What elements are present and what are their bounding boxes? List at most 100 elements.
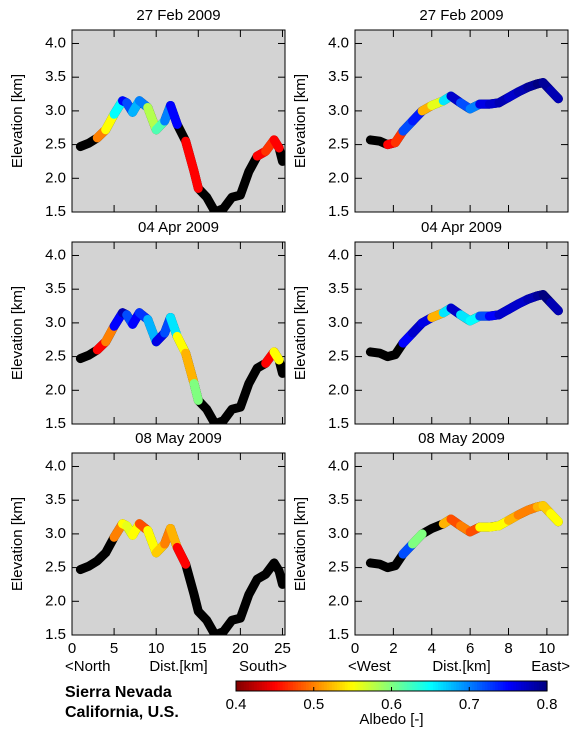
y-tick-label: 3.0	[328, 314, 349, 331]
albedo-segment	[269, 347, 284, 365]
y-tick-label: 3.0	[45, 102, 66, 119]
plot-area	[354, 29, 569, 213]
y-axis-label: Elevation [km]	[9, 286, 26, 380]
colorbar-cell	[360, 681, 364, 691]
colorbar-cell	[453, 681, 457, 691]
colorbar-cell	[477, 681, 481, 691]
y-tick-label: 2.5	[45, 348, 66, 365]
colorbar-cell	[534, 681, 538, 691]
albedo-segment	[189, 379, 203, 405]
colorbar-cell	[373, 681, 377, 691]
y-tick-label: 1.5	[45, 203, 66, 220]
colorbar-cell	[479, 681, 483, 691]
colorbar-cell	[487, 681, 491, 691]
x-tick-label: 0	[351, 640, 359, 657]
colorbar-cell	[334, 681, 338, 691]
colorbar-cell	[246, 681, 250, 691]
location-line: Sierra Nevada	[65, 684, 172, 701]
colorbar-cell	[412, 681, 416, 691]
colorbar-cell	[404, 681, 408, 691]
colorbar-cell	[347, 681, 351, 691]
albedo-segment	[546, 509, 563, 527]
colorbar-cell	[256, 681, 260, 691]
colorbar-tick-label: 0.8	[537, 696, 558, 713]
colorbar-cell	[401, 681, 406, 691]
profile	[365, 290, 563, 362]
y-tick-label: 4.0	[328, 246, 349, 263]
colorbar-cell	[505, 681, 509, 691]
colorbar-cell	[448, 681, 452, 691]
colorbar-cell	[443, 681, 447, 691]
colorbar-cell	[536, 681, 540, 691]
colorbar-cell	[500, 681, 504, 691]
colorbar-cell	[368, 681, 372, 691]
colorbar-cell	[396, 681, 400, 691]
colorbar-cell	[305, 681, 310, 691]
y-tick-label: 2.5	[45, 136, 66, 153]
colorbar-cell	[282, 681, 286, 691]
colorbar-cell	[261, 681, 266, 691]
colorbar-cell	[277, 681, 281, 691]
albedo-segment	[166, 100, 182, 129]
colorbar-cell	[236, 681, 240, 691]
y-tick-label: 3.5	[45, 491, 66, 508]
x-tick-label: 10	[148, 640, 165, 657]
profile	[75, 519, 285, 635]
panel-title: 27 Feb 2009	[136, 7, 220, 24]
colorbar-cell	[308, 681, 312, 691]
colorbar-cell	[422, 681, 426, 691]
y-tick-label: 2.0	[328, 169, 349, 186]
colorbar-cell	[264, 681, 268, 691]
x-axis-label: South>	[239, 658, 287, 675]
panel-title: 08 May 2009	[418, 430, 505, 447]
y-axis-label: Elevation [km]	[292, 286, 309, 380]
colorbar-cell	[521, 681, 525, 691]
location-line: California, U.S.	[65, 704, 179, 721]
y-tick-label: 4.0	[328, 457, 349, 474]
colorbar-cell	[378, 681, 382, 691]
x-tick-label: 5	[110, 640, 118, 657]
colorbar-cell	[541, 681, 546, 691]
colorbar-cell	[331, 681, 336, 691]
y-tick-label: 3.0	[45, 314, 66, 331]
colorbar-cell	[502, 681, 507, 691]
colorbar-cell	[417, 681, 421, 691]
colorbar-cell	[407, 681, 411, 691]
x-tick-label: 8	[504, 640, 512, 657]
x-axis-label: <West	[348, 658, 391, 675]
y-tick-label: 3.5	[328, 68, 349, 85]
x-tick-label: 10	[539, 640, 556, 657]
colorbar-cell	[290, 681, 294, 691]
colorbar-cell	[435, 681, 439, 691]
colorbar-cell	[267, 681, 271, 691]
colorbar-cell	[432, 681, 437, 691]
y-tick-label: 3.5	[328, 491, 349, 508]
colorbar-cell	[248, 681, 253, 691]
y-tick-label: 3.5	[328, 280, 349, 297]
colorbar-cell	[495, 681, 499, 691]
colorbar-cell	[251, 681, 255, 691]
colorbar-cell	[523, 681, 527, 691]
x-tick-label: 20	[232, 640, 249, 657]
colorbar-cell	[461, 681, 465, 691]
x-tick-label: 0	[68, 640, 76, 657]
colorbar-cell	[311, 681, 315, 691]
colorbar-cell	[386, 681, 390, 691]
colorbar-cell	[269, 681, 273, 691]
x-tick-label: 6	[466, 640, 474, 657]
colorbar-cell	[321, 681, 325, 691]
colorbar-cell	[326, 681, 330, 691]
colorbar-cell	[339, 681, 343, 691]
colorbar-cell	[342, 681, 346, 691]
colorbar-cell	[427, 681, 431, 691]
colorbar-tick-label: 0.6	[381, 696, 402, 713]
colorbar-cell	[409, 681, 413, 691]
y-tick-label: 1.5	[328, 203, 349, 220]
colorbar-cell	[544, 681, 548, 691]
colorbar-cell	[357, 681, 361, 691]
y-axis-label: Elevation [km]	[9, 497, 26, 591]
y-tick-label: 1.5	[328, 626, 349, 643]
colorbar-cell	[482, 681, 486, 691]
y-tick-label: 4.0	[45, 246, 66, 263]
colorbar-cell	[518, 681, 522, 691]
